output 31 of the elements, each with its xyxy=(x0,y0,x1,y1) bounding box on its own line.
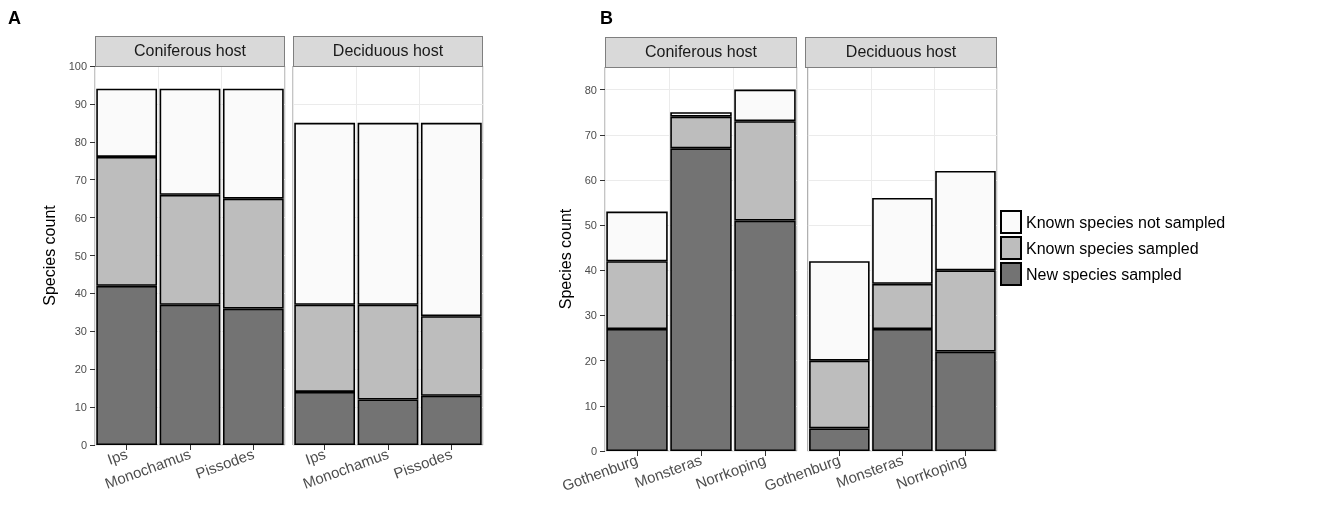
y-tick-label: 40 xyxy=(74,287,87,300)
y-tick-label: 0 xyxy=(590,445,597,457)
chart-title: Deciduous host xyxy=(293,36,483,67)
y-tick-label: 10 xyxy=(74,401,87,414)
y-tick-label: 70 xyxy=(74,173,87,186)
y-tick-label: 30 xyxy=(584,309,597,322)
y-tick-label: 20 xyxy=(584,354,597,367)
y-tick-label: 50 xyxy=(584,219,597,232)
y-tick-label: 80 xyxy=(74,135,87,148)
legend-label: New species sampled xyxy=(1026,265,1182,283)
y-tick-label: 50 xyxy=(74,249,87,262)
legend-label: Known species sampled xyxy=(1026,239,1199,257)
y-axis-title: Species count xyxy=(41,204,59,306)
chart-title: Coniferous host xyxy=(95,36,285,67)
y-tick-label: 60 xyxy=(584,173,597,186)
y-tick-label: 40 xyxy=(584,264,597,277)
y-tick-label: 70 xyxy=(584,128,597,141)
y-tick-label: 20 xyxy=(74,363,87,376)
text: B xyxy=(600,8,613,29)
y-tick-label: 90 xyxy=(74,97,87,110)
y-tick-label: 80 xyxy=(584,83,597,96)
y-axis-title: Species count xyxy=(556,208,574,310)
chart-title: Deciduous host xyxy=(805,37,997,68)
y-tick-label: 0 xyxy=(80,439,87,451)
y-tick-label: 30 xyxy=(74,325,87,338)
text: A xyxy=(8,8,21,29)
y-tick-label: 60 xyxy=(74,211,87,224)
y-tick-label: 10 xyxy=(584,399,597,412)
legend-label: Known species not sampled xyxy=(1026,213,1226,231)
chart-title: Coniferous host xyxy=(605,37,797,68)
y-tick-label: 100 xyxy=(68,60,87,72)
